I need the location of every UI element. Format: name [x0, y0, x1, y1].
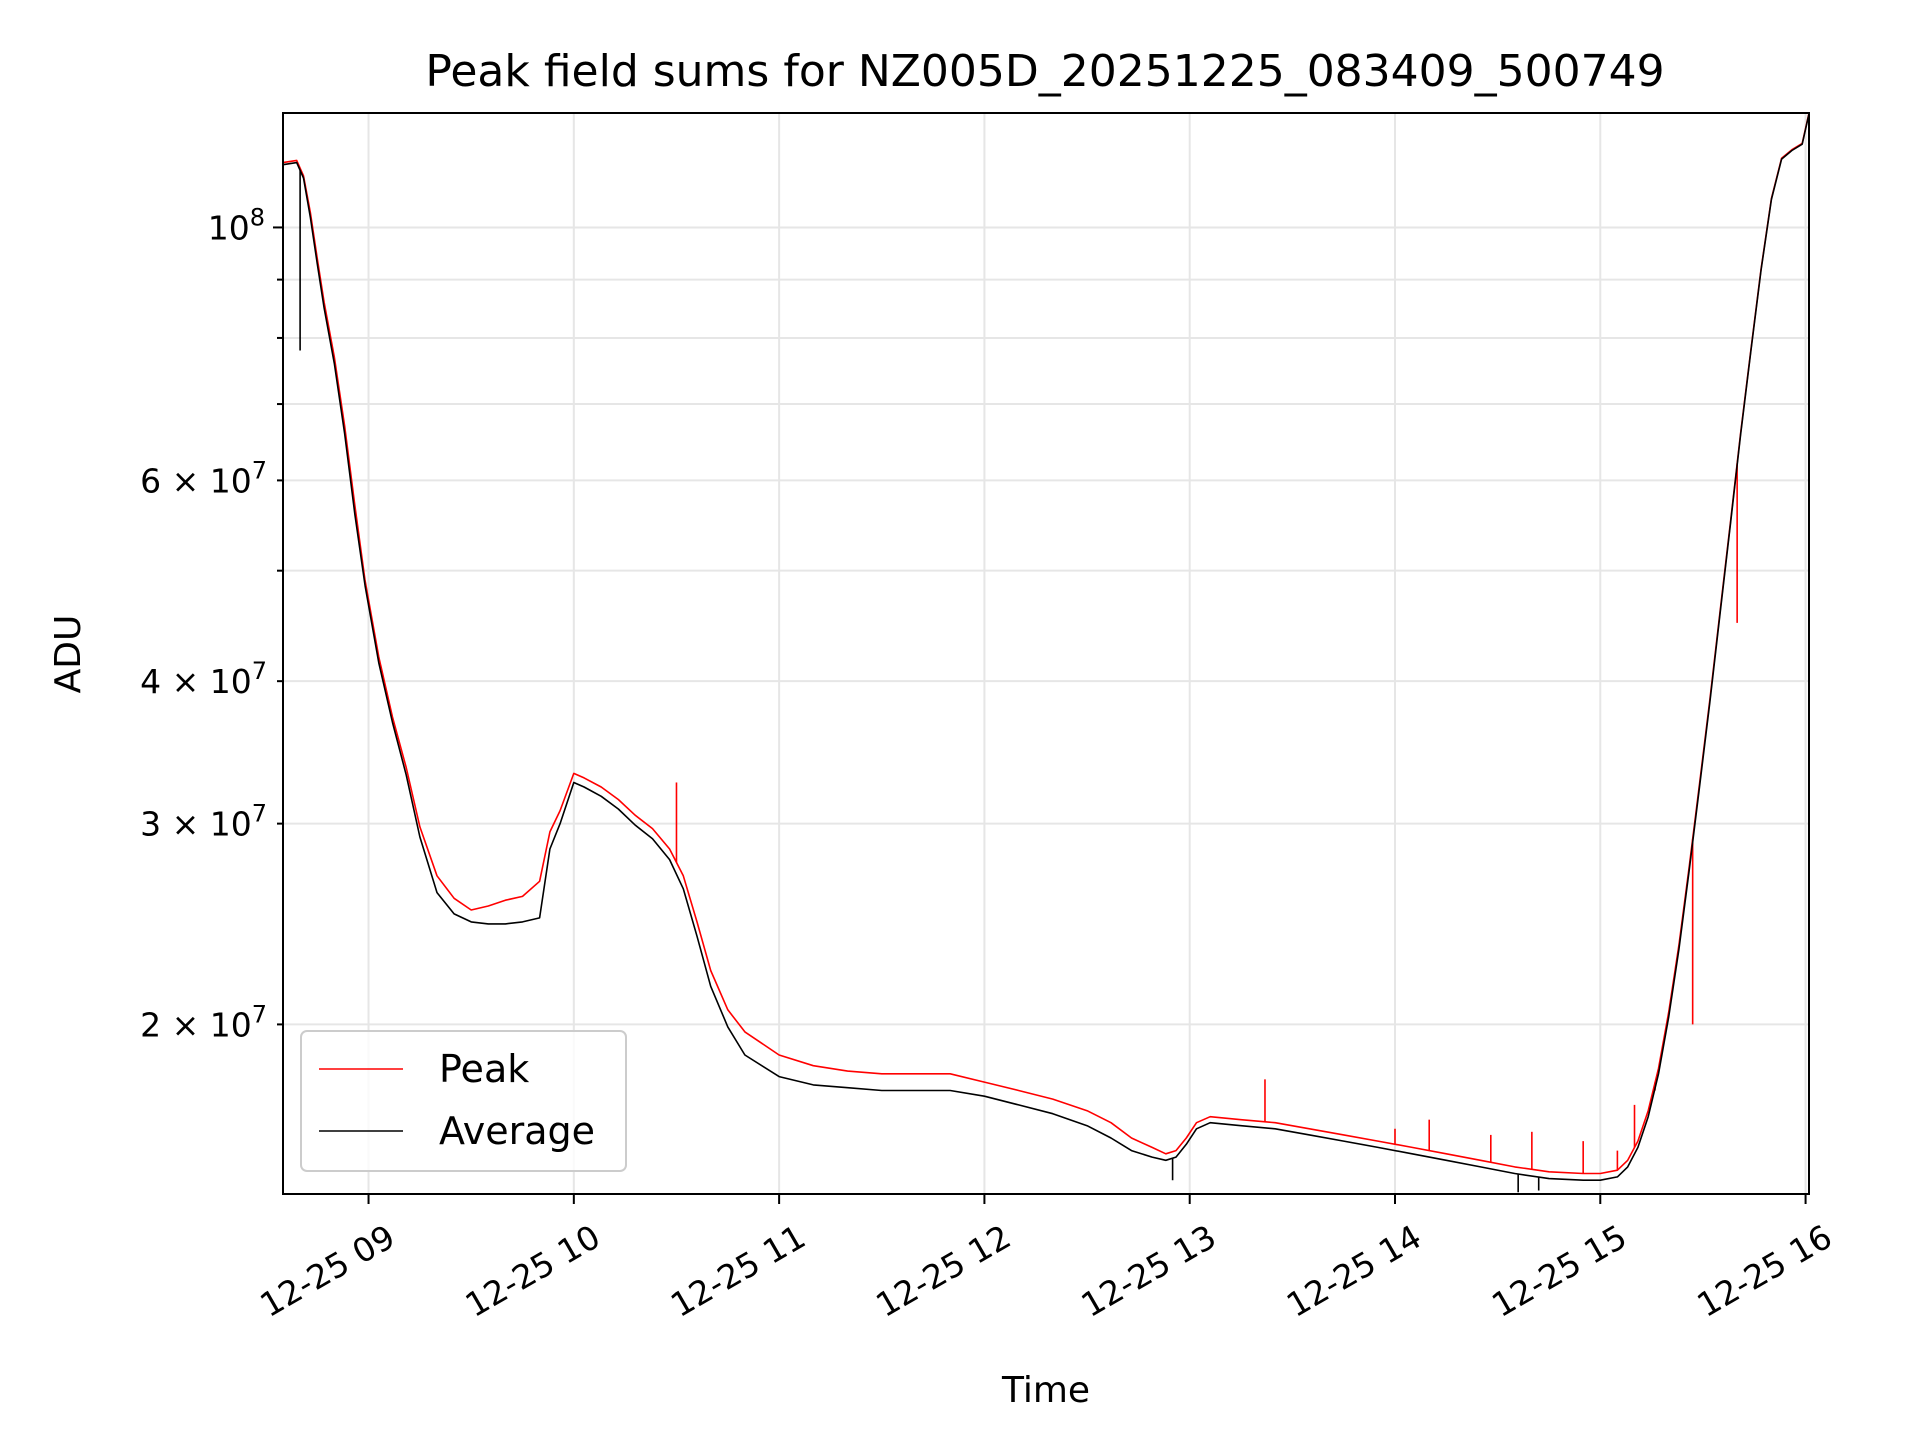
series-line-average [282, 113, 1810, 1181]
plot-series [282, 112, 1810, 1193]
y-axis: 108 2 × 107 3 × 107 4 × 107 6 × 107 [140, 203, 283, 1044]
y-tick-label: 4 × 107 [140, 657, 267, 701]
grid [283, 113, 1809, 1194]
y-tick-label: 108 [208, 203, 265, 247]
legend-box [300, 1030, 627, 1172]
y-tick-label: 6 × 107 [140, 456, 267, 500]
legend: Peak Average [300, 1030, 627, 1172]
legend-label-peak: Peak [439, 1047, 529, 1091]
y-axis-label: ADU [48, 615, 89, 694]
legend-label-average: Average [439, 1109, 595, 1153]
chart-title: Peak field sums for NZ005D_20251225_0834… [425, 46, 1664, 97]
y-tick-label: 2 × 107 [140, 1000, 267, 1044]
y-tick-label: 3 × 107 [140, 800, 267, 844]
x-axis-label: Time [1001, 1370, 1090, 1411]
plot-frame [282, 112, 1810, 1195]
